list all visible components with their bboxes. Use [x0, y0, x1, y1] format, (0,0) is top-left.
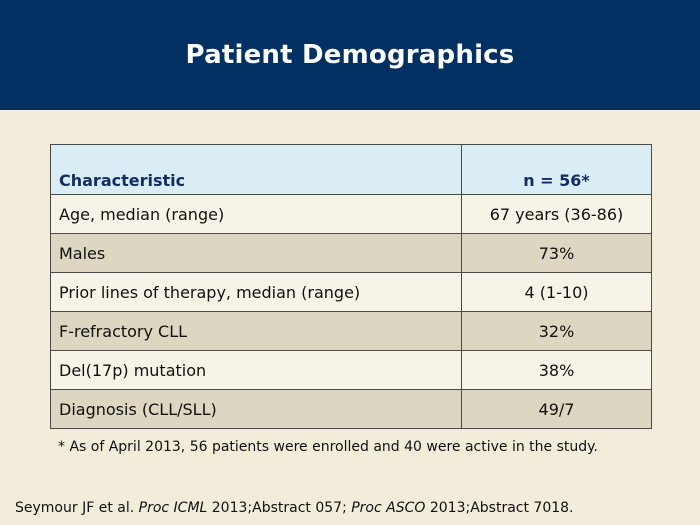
row-label: Prior lines of therapy, median (range)	[50, 272, 462, 312]
page-title: Patient Demographics	[185, 40, 515, 70]
citation-journal: Proc ICML	[138, 500, 208, 516]
title-banner: Patient Demographics	[0, 0, 700, 110]
row-label: Males	[50, 233, 462, 273]
column-header-n: n = 56*	[461, 144, 652, 195]
row-value: 49/7	[461, 389, 652, 429]
row-label: Del(17p) mutation	[50, 350, 462, 390]
citation-part: Seymour JF et al.	[15, 500, 139, 516]
citation-journal: Proc ASCO	[351, 500, 426, 516]
citation: Seymour JF et al. Proc ICML 2013;Abstrac…	[15, 500, 574, 516]
table-row: F-refractory CLL 32%	[50, 311, 652, 351]
row-label: F-refractory CLL	[50, 311, 462, 351]
row-value: 4 (1-10)	[461, 272, 652, 312]
citation-part: 2013;Abstract 057;	[207, 500, 352, 516]
row-value: 67 years (36-86)	[461, 194, 652, 234]
row-value: 32%	[461, 311, 652, 351]
table-row: Age, median (range) 67 years (36-86)	[50, 194, 652, 234]
table-row: Males 73%	[50, 233, 652, 273]
footnote: * As of April 2013, 56 patients were enr…	[58, 439, 598, 455]
table-row: Diagnosis (CLL/SLL) 49/7	[50, 389, 652, 429]
demographics-table: Characteristic n = 56* Age, median (rang…	[50, 144, 652, 429]
table-row: Del(17p) mutation 38%	[50, 350, 652, 390]
row-label: Diagnosis (CLL/SLL)	[50, 389, 462, 429]
column-header-characteristic: Characteristic	[50, 144, 462, 195]
table-header-row: Characteristic n = 56*	[50, 144, 652, 195]
row-label: Age, median (range)	[50, 194, 462, 234]
table-row: Prior lines of therapy, median (range) 4…	[50, 272, 652, 312]
row-value: 38%	[461, 350, 652, 390]
citation-part: 2013;Abstract 7018.	[425, 500, 574, 516]
row-value: 73%	[461, 233, 652, 273]
